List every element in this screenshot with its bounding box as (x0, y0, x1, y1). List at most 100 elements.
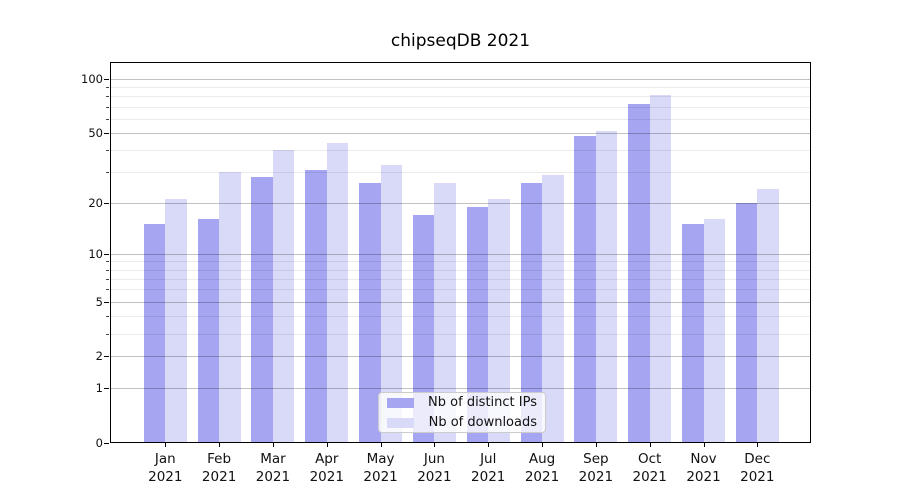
legend-item-downloads: Nb of downloads (387, 415, 537, 430)
gridline-major-1 (110, 388, 811, 390)
gridline-minor-80 (110, 96, 811, 98)
x-tick-apr-2021 (326, 443, 328, 447)
y-minor-tick-40 (106, 149, 109, 151)
bar-nb-of-downloads-apr-2021 (326, 142, 349, 443)
x-tick-label-sep-2021: Sep 2021 (566, 450, 626, 486)
y-tick-0 (104, 443, 109, 444)
x-tick-label-line: 2021 (578, 469, 614, 485)
x-tick-label-line: Feb (207, 451, 232, 467)
x-tick-label-line: 2021 (686, 469, 721, 485)
y-minor-tick-30 (106, 172, 109, 174)
y-tick-label-2: 2 (95, 349, 103, 364)
y-minor-tick-4 (106, 316, 109, 317)
x-tick-label-line: 2021 (363, 469, 398, 485)
y-tick-5 (104, 301, 109, 303)
bar-nb-of-distinct-ips-sep-2021 (574, 135, 596, 443)
x-tick-jul-2021 (488, 443, 490, 447)
x-tick-label-jan-2021: Jan 2021 (135, 450, 195, 486)
bar-nb-of-downloads-sep-2021 (595, 131, 618, 443)
x-tick-label-line: 2021 (201, 469, 237, 485)
x-tick-label-may-2021: May 2021 (351, 450, 411, 486)
gridline-minor-90 (110, 87, 811, 89)
x-tick-label-aug-2021: Aug 2021 (512, 450, 572, 486)
y-minor-tick-3 (106, 333, 109, 335)
x-tick-feb-2021 (219, 443, 221, 447)
gridline-major-10 (110, 253, 811, 255)
x-tick-label-line: Sep (583, 451, 609, 467)
bar-nb-of-downloads-jun-2021 (434, 182, 456, 443)
gridline-major-5 (110, 301, 811, 303)
x-tick-oct-2021 (649, 443, 651, 447)
bar-nb-of-distinct-ips-jun-2021 (412, 214, 435, 443)
legend-item-distinct-ips: Nb of distinct IPs (387, 395, 537, 410)
x-tick-label-line: 2021 (417, 469, 452, 485)
x-tick-label-line: 2021 (309, 469, 344, 485)
x-tick-label-line: Jul (480, 451, 497, 467)
legend-swatch-downloads (387, 417, 414, 428)
bar-nb-of-downloads-jan-2021 (165, 199, 187, 443)
gridline-minor-60 (110, 118, 811, 120)
bar-nb-of-distinct-ips-mar-2021 (251, 177, 273, 443)
x-tick-label-line: Mar (260, 451, 286, 467)
y-tick-label-0: 0 (95, 436, 103, 450)
x-tick-mar-2021 (272, 443, 274, 447)
bar-nb-of-distinct-ips-apr-2021 (305, 169, 327, 443)
y-tick-label-10: 10 (88, 246, 103, 261)
y-tick-label-50: 50 (88, 125, 103, 140)
x-tick-label-line: Dec (744, 451, 771, 467)
gridline-minor-40 (110, 149, 811, 151)
x-tick-label-line: Aug (528, 451, 556, 467)
bar-nb-of-downloads-mar-2021 (272, 149, 295, 443)
bar-nb-of-downloads-oct-2021 (649, 95, 672, 443)
legend: Nb of distinct IPs Nb of downloads (378, 392, 546, 433)
gridline-minor-3 (110, 333, 811, 335)
x-tick-label-line: Jan (154, 451, 176, 467)
x-tick-nov-2021 (703, 443, 705, 447)
y-tick-label-1: 1 (95, 381, 103, 396)
gridline-minor-30 (110, 172, 811, 174)
x-tick-label-line: 2021 (148, 469, 183, 485)
x-tick-label-line: 2021 (255, 469, 291, 485)
x-tick-label-oct-2021: Oct 2021 (620, 450, 680, 486)
y-tick-10 (104, 253, 109, 255)
x-tick-label-line: 2021 (524, 469, 560, 485)
gridline-major-2 (110, 356, 811, 358)
bar-nb-of-downloads-jul-2021 (488, 199, 510, 443)
bar-nb-of-distinct-ips-nov-2021 (682, 224, 704, 443)
gridline-minor-9 (110, 261, 811, 263)
bar-nb-of-distinct-ips-feb-2021 (197, 219, 220, 443)
bar-nb-of-distinct-ips-jan-2021 (143, 224, 166, 443)
x-tick-label-line: 2021 (471, 469, 506, 485)
x-tick-jun-2021 (434, 443, 436, 447)
y-tick-100 (104, 78, 109, 80)
x-tick-may-2021 (380, 443, 382, 447)
bar-nb-of-downloads-nov-2021 (703, 219, 725, 443)
chart-title: chipseqDB 2021 (390, 31, 531, 51)
x-tick-label-jul-2021: Jul 2021 (458, 450, 518, 486)
gridline-major-50 (110, 132, 811, 134)
y-minor-tick-7 (106, 278, 109, 280)
gridline-major-20 (110, 202, 811, 204)
x-tick-label-nov-2021: Nov 2021 (674, 450, 734, 486)
y-tick-label-20: 20 (88, 195, 103, 210)
gridline-major-100 (110, 78, 811, 80)
x-tick-label-jun-2021: Jun 2021 (404, 450, 464, 486)
gridline-minor-4 (110, 316, 811, 317)
bar-nb-of-distinct-ips-may-2021 (359, 182, 381, 443)
x-tick-label-line: 2021 (740, 469, 775, 485)
bar-nb-of-distinct-ips-jul-2021 (466, 206, 489, 443)
gridline-minor-70 (110, 106, 811, 108)
gridline-minor-8 (110, 269, 811, 271)
bar-nb-of-distinct-ips-dec-2021 (735, 202, 758, 443)
x-tick-label-line: Oct (638, 451, 662, 467)
y-minor-tick-8 (106, 269, 109, 271)
y-minor-tick-70 (106, 106, 109, 108)
bar-nb-of-distinct-ips-oct-2021 (628, 104, 650, 443)
legend-label-distinct-ips: Nb of distinct IPs (428, 395, 537, 410)
x-tick-label-line: 2021 (632, 469, 667, 485)
x-tick-label-line: May (366, 451, 395, 467)
y-minor-tick-6 (106, 289, 109, 291)
legend-swatch-distinct-ips (387, 397, 414, 408)
x-tick-jan-2021 (165, 443, 167, 447)
